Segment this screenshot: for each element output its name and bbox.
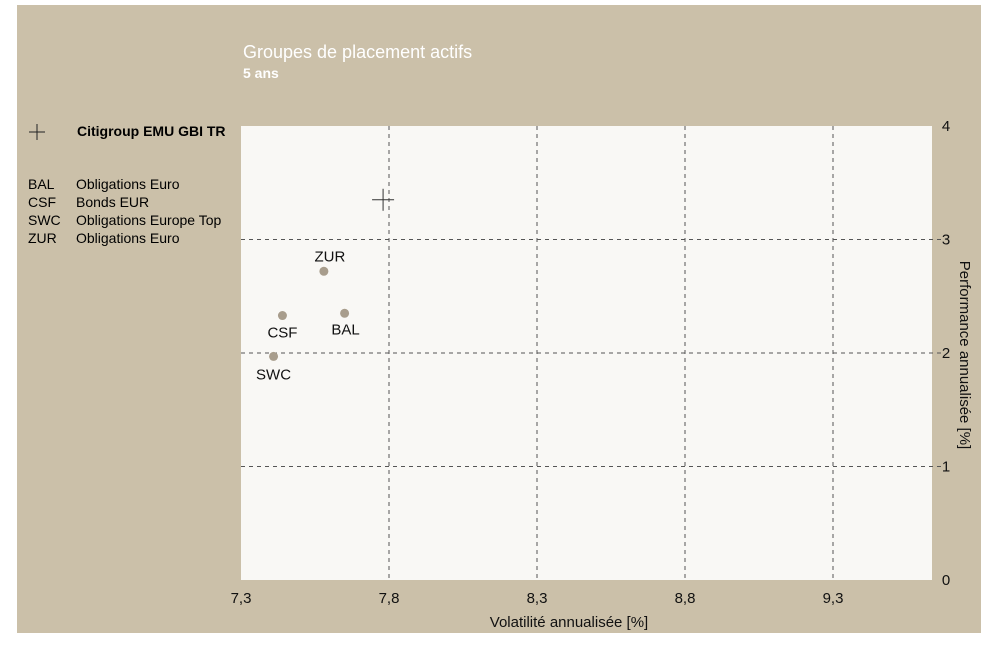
x-tick-label: 8,3: [527, 590, 548, 607]
cross-marker-icon: [29, 124, 45, 140]
legend-code: BAL: [28, 176, 55, 192]
y-tick-label: 0: [942, 572, 950, 589]
x-tick-label: 7,3: [231, 590, 252, 607]
y-tick-label: 3: [942, 232, 950, 249]
x-tick-label: 9,3: [823, 590, 844, 607]
legend-code: CSF: [28, 194, 56, 210]
data-label-swc: SWC: [256, 366, 291, 383]
y-tick-label: 4: [942, 118, 950, 135]
legend-code: ZUR: [28, 230, 57, 246]
x-axis-title: Volatilité annualisée [%]: [490, 614, 648, 631]
legend-name: Obligations Euro: [76, 176, 180, 192]
data-label-csf: CSF: [267, 325, 297, 342]
y-axis-title: Performance annualisée [%]: [956, 261, 973, 449]
benchmark-label: Citigroup EMU GBI TR: [77, 123, 226, 139]
y-tick-label: 1: [942, 459, 950, 476]
legend-name: Obligations Europe Top: [76, 212, 222, 228]
x-tick-label: 8,8: [675, 590, 696, 607]
data-point-bal: [340, 308, 350, 318]
data-point-csf: [277, 311, 287, 321]
data-label-bal: BAL: [331, 321, 359, 338]
chart-subtitle: 5 ans: [243, 65, 279, 81]
data-label-zur: ZUR: [314, 248, 345, 265]
y-tick-label: 2: [942, 345, 950, 362]
x-tick-label: 7,8: [379, 590, 400, 607]
data-point-swc: [269, 351, 279, 361]
chart-title: Groupes de placement actifs: [243, 42, 473, 62]
legend-name: Bonds EUR: [76, 194, 150, 210]
data-point-zur: [319, 266, 329, 276]
legend-code: SWC: [28, 212, 61, 228]
legend-name: Obligations Euro: [76, 230, 180, 246]
